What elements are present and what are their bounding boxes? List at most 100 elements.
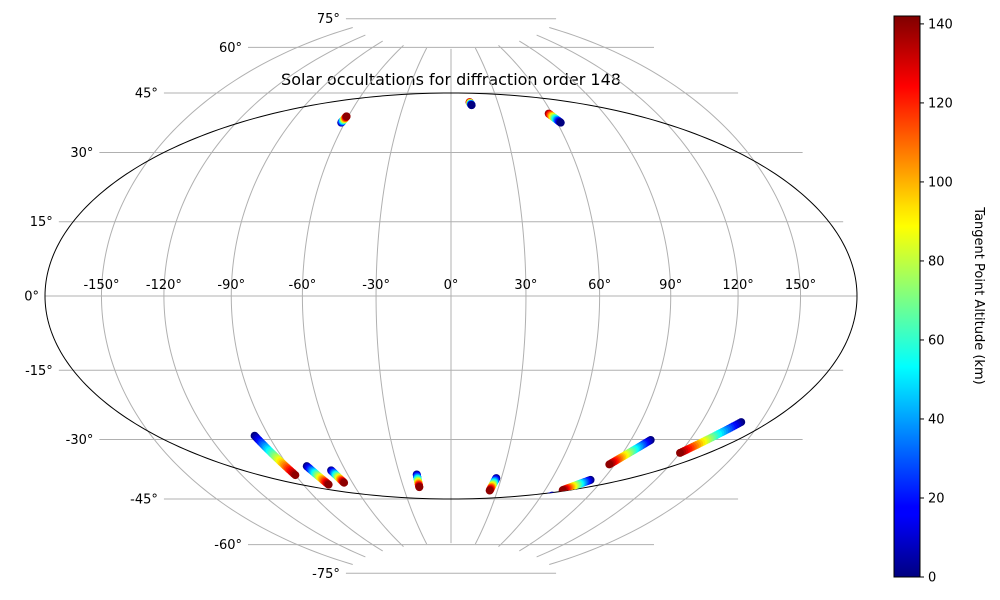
colorbar-tick-label: 100: [928, 175, 953, 190]
occultation-point: [341, 507, 349, 515]
occultation-point: [605, 460, 614, 469]
occultation-point: [389, 43, 397, 51]
occultation-point: [416, 45, 424, 53]
occultation-point: [424, 60, 432, 68]
latitude-tick-label: -75°: [312, 567, 340, 582]
occultation-point: [487, 61, 495, 69]
occultation-point: [543, 493, 552, 499]
occultation-point: [392, 43, 400, 51]
occultation-point: [425, 59, 433, 67]
occultation-point: [428, 58, 436, 66]
occultation-point: [421, 55, 429, 63]
occultation-point: [341, 507, 349, 515]
occultation-point: [474, 45, 482, 53]
occultation-point: [419, 45, 427, 53]
occultation-point: [412, 45, 420, 53]
occultation-point: [517, 506, 525, 514]
occultation-point: [417, 45, 425, 53]
occultation-point: [424, 60, 432, 68]
occultation-point: [526, 522, 534, 530]
occultation-point: [415, 45, 423, 53]
occultation-point: [416, 45, 424, 53]
latitude-tick-label: 15°: [30, 215, 53, 230]
occultation-point: [390, 43, 398, 51]
occultation-point: [521, 504, 529, 512]
occultation-point: [487, 62, 495, 70]
latitude-tick-label: -60°: [214, 538, 242, 553]
occultation-point: [520, 504, 528, 512]
occultation-point: [340, 507, 348, 515]
occultation-point: [416, 45, 424, 53]
occultation-point: [426, 59, 434, 67]
latitude-tick-labels: -75° -60° -45° -30° -15° 0° 15° 30° 45° 60° 75°: [24, 12, 340, 582]
occultation-point: [423, 45, 431, 53]
occultation-point: [485, 58, 493, 66]
occultation-point: [394, 43, 402, 51]
occultation-point: [486, 59, 494, 67]
occultation-point: [526, 522, 534, 530]
longitude-tick-label: 90°: [659, 278, 682, 293]
longitude-tick-label: -150°: [83, 278, 119, 293]
occultation-point: [391, 43, 399, 51]
map-boundary: [44, 92, 858, 500]
occultation-point: [422, 61, 430, 69]
occultation-point: [395, 534, 403, 542]
occultation-point: [524, 502, 532, 510]
occultation-point: [339, 506, 347, 514]
occultation-point: [423, 54, 431, 62]
occultation-point: [523, 503, 531, 511]
colorbar: 0 20 40 60 80 100 120 140 Tangent Point Altitud…: [893, 15, 986, 586]
occultation-point: [421, 62, 429, 70]
occultation-point: [427, 58, 435, 66]
longitude-tick-label: -120°: [146, 278, 182, 293]
occultation-point: [486, 58, 494, 66]
occultation-point: [343, 508, 351, 516]
occultation-point: [345, 509, 353, 517]
longitude-tick-label: 150°: [785, 278, 816, 293]
occultation-point: [415, 483, 424, 492]
occultation-point: [388, 42, 396, 50]
occultation-point: [486, 58, 494, 66]
occultation-point: [487, 60, 495, 68]
occultation-point: [345, 508, 353, 516]
occultation-point: [433, 509, 441, 517]
occultation-point: [389, 43, 397, 51]
occultation-point: [513, 507, 521, 515]
occultation-point: [486, 58, 494, 66]
occultation-point: [344, 508, 352, 516]
occultation-point: [475, 45, 483, 53]
occultation-point: [488, 62, 496, 70]
longitude-tick-label: 60°: [588, 278, 611, 293]
occultation-point: [515, 506, 523, 514]
graticule-grid: [45, 18, 857, 574]
occultation-point: [515, 506, 523, 514]
occultation-point: [522, 503, 530, 511]
occultation-point: [343, 508, 351, 516]
occultation-point: [345, 509, 353, 517]
occultation-point: [339, 506, 347, 514]
occultation-point: [423, 61, 431, 69]
occultation-point: [487, 61, 495, 69]
occultation-point: [544, 492, 553, 499]
occultation-point: [342, 508, 350, 516]
occultation-point: [390, 43, 398, 51]
occultation-point: [389, 43, 397, 51]
occultation-point: [417, 45, 425, 53]
occultation-point: [556, 118, 565, 127]
occultation-point: [417, 45, 425, 53]
occultation-point: [388, 42, 396, 50]
occultation-point: [474, 45, 482, 53]
occultation-point: [412, 45, 420, 53]
occultation-point: [524, 502, 532, 510]
occultation-point: [342, 508, 350, 516]
occultation-point: [475, 45, 483, 53]
occultation-point: [518, 505, 526, 513]
occultation-point: [388, 42, 396, 50]
occultation-point: [467, 101, 476, 110]
occultation-point: [413, 45, 421, 53]
longitude-tick-label: -90°: [217, 278, 245, 293]
occultation-point: [339, 507, 347, 515]
occultation-point: [422, 54, 430, 62]
occultation-point: [423, 60, 431, 68]
colorbar-gradient: [893, 15, 921, 578]
